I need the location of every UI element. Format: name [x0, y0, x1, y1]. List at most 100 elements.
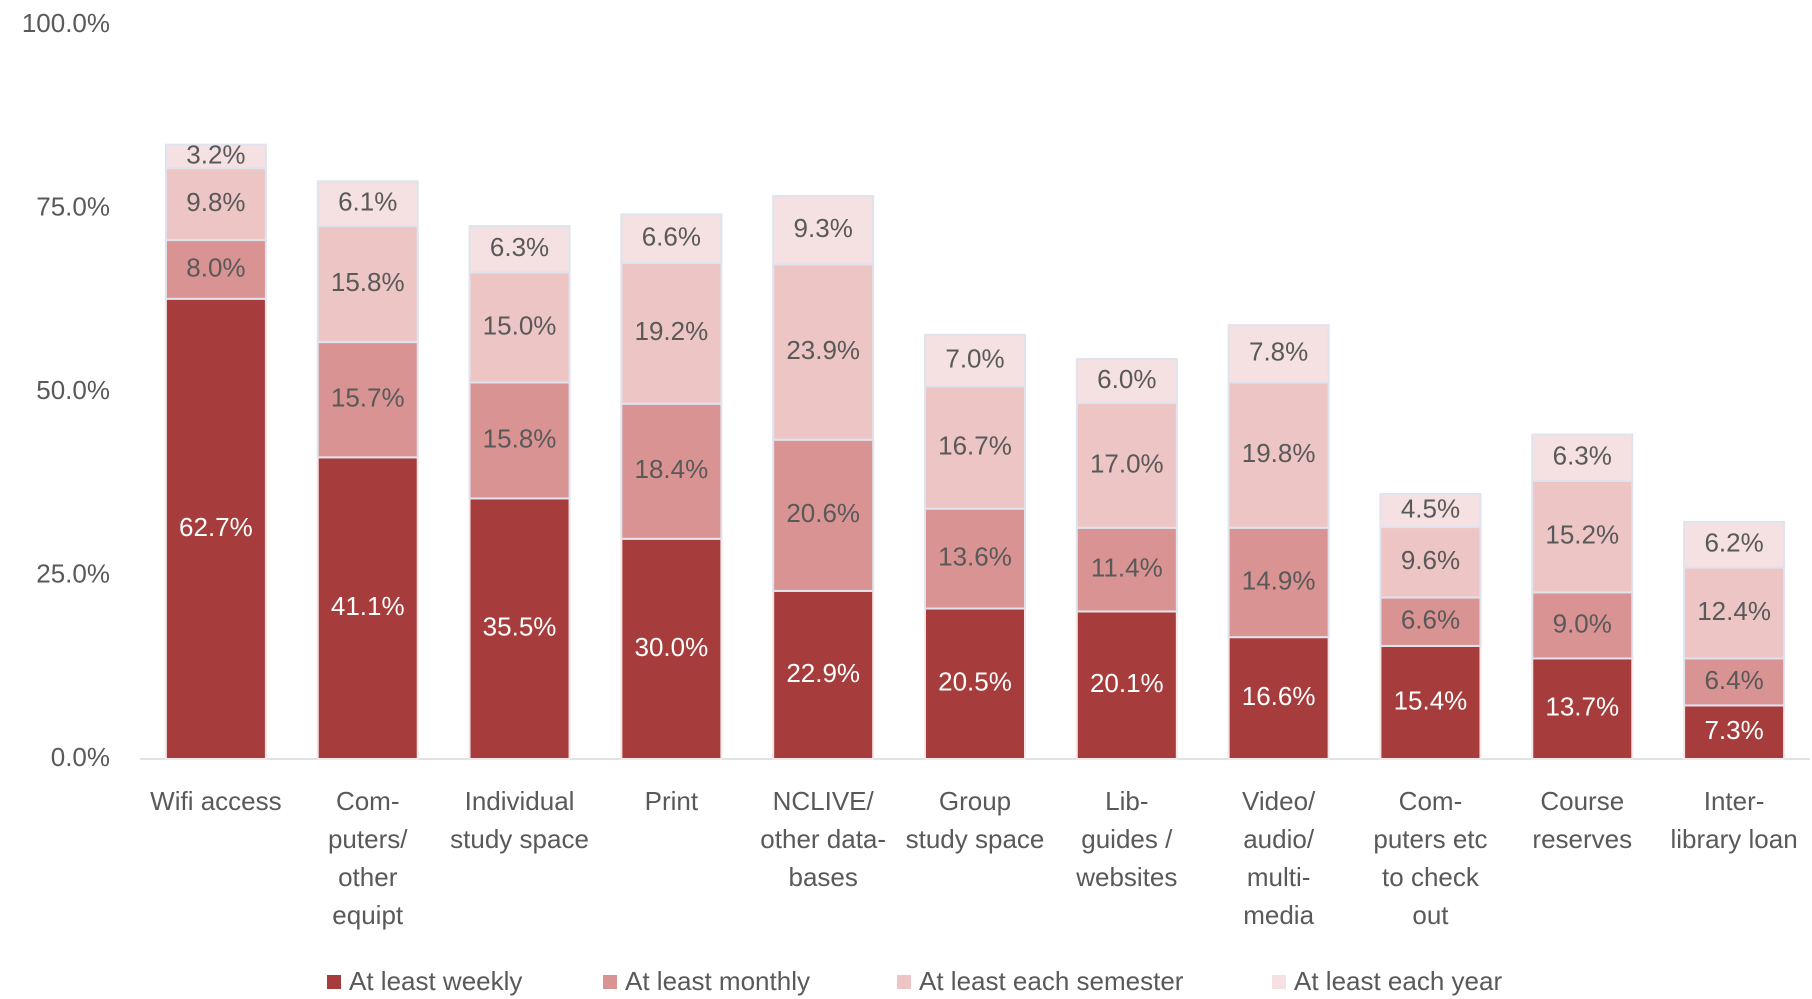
bar-segment [316, 180, 419, 228]
bar-segment [924, 385, 1026, 510]
value-label: 15.8% [483, 423, 557, 453]
value-label: 35.5% [483, 612, 557, 642]
bar-segment [772, 438, 875, 592]
bar-segment [924, 507, 1026, 610]
y-tick-label: 50.0% [36, 375, 110, 405]
bar-segment [1683, 520, 1786, 569]
value-label: 6.6% [642, 221, 701, 251]
bar-segment [1227, 324, 1330, 384]
value-label: 15.4% [1394, 685, 1468, 715]
legend-swatch [1272, 975, 1286, 989]
value-label: 9.8% [186, 187, 245, 217]
bar-segment [1683, 657, 1786, 707]
value-label: 11.4% [1091, 553, 1163, 583]
bar-segment [1683, 704, 1786, 761]
x-tick-label: NCLIVE/other data-bases [760, 786, 886, 892]
legend-label: At least monthly [625, 966, 810, 996]
bar-segment [620, 537, 723, 760]
value-label: 15.2% [1545, 519, 1619, 549]
bar-segment [164, 297, 267, 760]
bar-segment [468, 381, 571, 500]
bar-segment [620, 213, 723, 264]
value-label: 7.8% [1249, 337, 1308, 367]
value-label: 6.4% [1704, 665, 1763, 695]
value-label: 3.2% [186, 139, 245, 169]
bar-segment [316, 225, 419, 344]
bar-segment [772, 263, 875, 441]
bar-segment [620, 402, 723, 540]
bar-segment [1531, 591, 1634, 660]
x-tick-label: Individual study space [450, 786, 589, 854]
value-label: 30.0% [634, 632, 708, 662]
value-label: 7.0% [945, 343, 1004, 373]
bar-segment [1227, 636, 1330, 761]
bar-segment [1531, 479, 1634, 594]
legend-label: At least each year [1294, 966, 1502, 996]
bar-segment [772, 195, 875, 266]
bar-segment [772, 589, 875, 760]
bar-segment [164, 143, 267, 170]
bar-segment [1379, 596, 1482, 647]
value-label: 9.3% [794, 213, 853, 243]
value-label: 6.1% [338, 187, 397, 217]
value-label: 16.6% [1242, 681, 1316, 711]
value-label: 20.6% [786, 498, 860, 528]
y-tick-label: 25.0% [36, 558, 110, 588]
value-label: 8.0% [186, 252, 245, 282]
value-label: 19.8% [1242, 438, 1316, 468]
value-label: 19.2% [634, 316, 708, 346]
value-label: 20.1% [1090, 668, 1164, 698]
bar-segment [316, 456, 419, 760]
value-label: 20.5% [938, 667, 1012, 697]
value-label: 22.9% [786, 658, 860, 688]
value-label: 4.5% [1401, 493, 1460, 523]
y-tick-label: 100.0% [22, 8, 110, 38]
value-label: 13.6% [938, 541, 1012, 571]
x-tick-label: Print [645, 786, 699, 816]
value-label: 6.6% [1401, 605, 1460, 635]
value-label: 13.7% [1545, 692, 1619, 722]
x-tick-label: Video/audio/multi-media [1242, 786, 1316, 930]
x-tick-label: Wifi access [150, 786, 281, 816]
value-label: 7.3% [1704, 715, 1763, 745]
value-label: 9.0% [1553, 608, 1612, 638]
bar-segment [316, 341, 419, 459]
bar-segment [468, 225, 571, 274]
legend-swatch [327, 975, 341, 989]
legend-label: At least weekly [349, 966, 522, 996]
bar-segment [1075, 610, 1178, 760]
value-label: 17.0% [1090, 448, 1164, 478]
value-label: 18.4% [634, 454, 708, 484]
x-tick-label: Inter-library loan [1671, 786, 1798, 854]
bar-segment [1683, 566, 1786, 660]
value-label: 12.4% [1697, 596, 1771, 626]
value-label: 41.1% [331, 591, 405, 621]
legend-label: At least each semester [919, 966, 1184, 996]
bar-segment [1075, 402, 1178, 529]
value-label: 15.7% [331, 383, 405, 413]
bar-segment [468, 497, 571, 760]
legend-swatch [603, 975, 617, 989]
x-tick-label: Lib-guides / websites [1075, 786, 1177, 892]
value-label: 6.3% [1553, 441, 1612, 471]
legend-swatch [897, 975, 911, 989]
bar-segment [924, 333, 1026, 388]
bar-segment [1531, 657, 1634, 761]
bar-segment [1379, 526, 1482, 599]
value-label: 9.6% [1401, 545, 1460, 575]
y-tick-label: 75.0% [36, 191, 110, 221]
bar-segment [1227, 381, 1330, 529]
value-label: 14.9% [1242, 565, 1316, 595]
bar-segment [924, 607, 1026, 761]
bar-segment [1379, 493, 1482, 529]
value-label: 6.3% [490, 232, 549, 262]
value-label: 6.2% [1704, 528, 1763, 558]
x-tick-label: Group study space [906, 786, 1045, 854]
x-tick-label: Com-puters/other equipt [328, 786, 408, 930]
x-tick-label: Com-puters etc to check out [1373, 786, 1487, 930]
value-label: 23.9% [786, 335, 860, 365]
value-label: 16.7% [938, 430, 1012, 460]
bar-segment [1531, 433, 1634, 482]
x-tick-label: Course reserves [1532, 786, 1632, 854]
